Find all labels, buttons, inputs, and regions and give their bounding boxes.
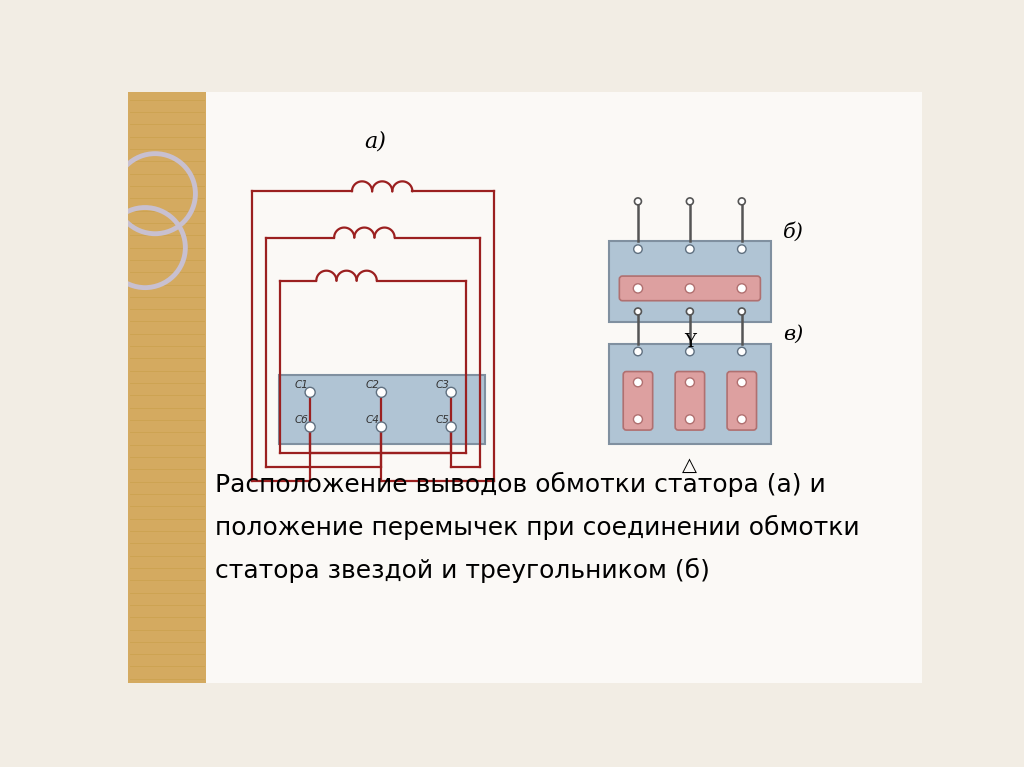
Circle shape xyxy=(685,378,694,387)
Circle shape xyxy=(686,347,694,356)
Text: a): a) xyxy=(365,130,386,153)
Circle shape xyxy=(634,415,642,423)
Circle shape xyxy=(738,308,745,315)
Text: C3: C3 xyxy=(435,380,450,390)
Text: положение перемычек при соединении обмотки: положение перемычек при соединении обмот… xyxy=(215,515,859,540)
Circle shape xyxy=(634,378,642,387)
Circle shape xyxy=(633,284,643,293)
Circle shape xyxy=(686,245,694,253)
Bar xyxy=(608,344,771,444)
Circle shape xyxy=(446,422,457,432)
Text: б): б) xyxy=(783,222,804,242)
Circle shape xyxy=(737,415,746,423)
FancyBboxPatch shape xyxy=(675,371,705,430)
Circle shape xyxy=(377,422,386,432)
Text: C5: C5 xyxy=(435,415,450,425)
Circle shape xyxy=(634,347,642,356)
Circle shape xyxy=(686,198,693,205)
Text: Расположение выводов обмотки статора (а) и: Расположение выводов обмотки статора (а)… xyxy=(215,472,825,497)
Text: C4: C4 xyxy=(366,415,380,425)
Circle shape xyxy=(305,422,315,432)
FancyBboxPatch shape xyxy=(280,374,484,444)
Bar xyxy=(608,242,771,322)
Circle shape xyxy=(737,347,746,356)
FancyBboxPatch shape xyxy=(727,371,757,430)
Text: C2: C2 xyxy=(366,380,380,390)
Circle shape xyxy=(305,387,315,397)
Circle shape xyxy=(737,378,746,387)
Text: статора звездой и треугольником (б): статора звездой и треугольником (б) xyxy=(215,558,710,583)
Circle shape xyxy=(685,415,694,423)
Circle shape xyxy=(635,308,641,315)
Circle shape xyxy=(634,245,642,253)
Text: △: △ xyxy=(682,456,697,475)
Circle shape xyxy=(686,308,693,315)
Circle shape xyxy=(738,198,745,205)
Circle shape xyxy=(737,284,746,293)
Circle shape xyxy=(737,245,746,253)
Circle shape xyxy=(685,284,694,293)
FancyBboxPatch shape xyxy=(620,276,761,301)
Bar xyxy=(128,92,206,683)
Text: C1: C1 xyxy=(295,380,308,390)
Text: в): в) xyxy=(783,325,803,344)
Text: Сб: Сб xyxy=(295,415,308,425)
Circle shape xyxy=(635,198,641,205)
FancyBboxPatch shape xyxy=(624,371,652,430)
Circle shape xyxy=(377,387,386,397)
Circle shape xyxy=(446,387,457,397)
Text: Y: Y xyxy=(684,333,696,351)
